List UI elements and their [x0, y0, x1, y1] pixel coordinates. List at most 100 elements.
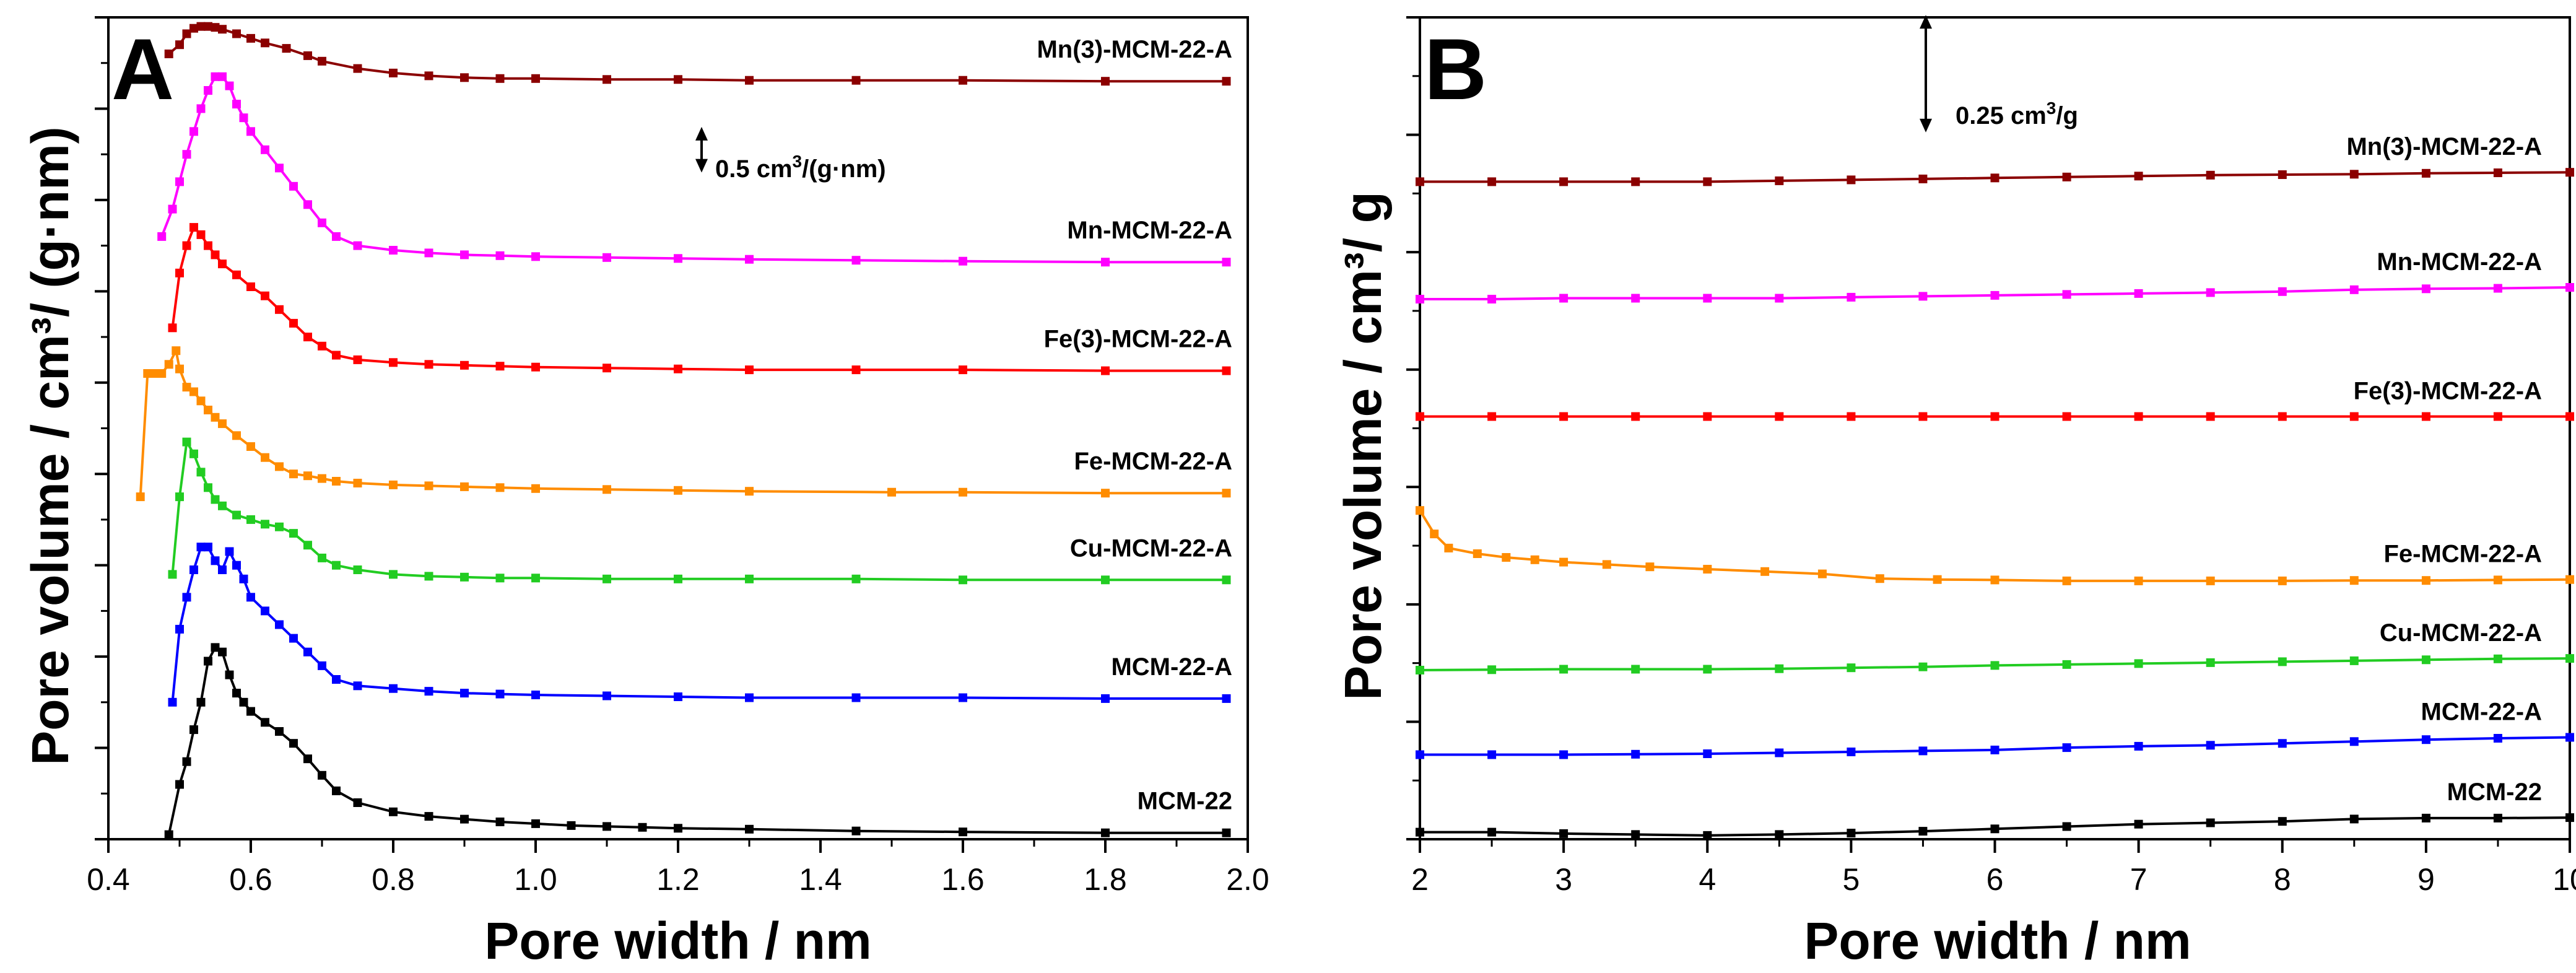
panel-b-y-axis-title: Pore volume / cm³/ g [1334, 191, 1392, 700]
panel-a-data-point [246, 282, 255, 291]
panel-a-data-point [531, 484, 540, 493]
panel-a-data-point [175, 177, 184, 186]
panel-b-data-point [2206, 658, 2215, 667]
panel-a-data-point [318, 770, 326, 780]
panel-a-data-point [851, 826, 861, 836]
panel-b-data-point [1703, 665, 1712, 674]
panel-a-data-point [603, 822, 611, 831]
panel-a-data-point [495, 574, 505, 583]
panel-b-data-point [2565, 733, 2574, 742]
panel-a-data-point [531, 74, 540, 83]
panel-a-data-point [303, 647, 312, 657]
panel-b-data-point [2206, 170, 2215, 180]
panel-a-data-point [204, 543, 212, 552]
panel-a-data-point [175, 780, 184, 789]
panel-b-data-point [1703, 565, 1712, 574]
panel-a-data-point [303, 541, 312, 550]
panel-a-data-point [196, 22, 206, 31]
panel-b-data-point [1631, 412, 1640, 421]
panel-b-data-point [1775, 664, 1784, 673]
panel-a-data-point [168, 323, 177, 333]
panel-a-data-point [172, 346, 181, 356]
panel-a-x-tick-label: 1.2 [656, 862, 700, 897]
panel-a-data-point [389, 807, 398, 816]
panel-b-data-point [2206, 576, 2215, 585]
panel-b-data-point [2134, 412, 2143, 421]
panel-a-data-point [1222, 828, 1231, 837]
panel-b-series-label: Fe-MCM-22-A [2383, 541, 2542, 568]
panel-a-data-point [674, 692, 682, 701]
panel-b-data-point [2278, 739, 2287, 748]
panel-b-data-point [2493, 168, 2502, 177]
panel-b-data-point [1775, 748, 1784, 757]
panel-a-data-point [745, 824, 754, 834]
panel-a-data-point [182, 241, 191, 250]
panel-b-data-point [1918, 412, 1928, 421]
panel-a-data-point [353, 241, 362, 250]
panel-a-data-point [239, 697, 248, 707]
panel-a-data-point [745, 574, 754, 583]
panel-a-data-point [189, 127, 198, 136]
panel-a-data-point [851, 256, 861, 265]
panel-b-data-point [1416, 412, 1424, 421]
panel-a-data-point [603, 364, 611, 373]
panel-a-data-point [275, 462, 284, 471]
panel-b-data-point [1847, 663, 1856, 673]
panel-b-data-point [2421, 412, 2430, 421]
panel-b-data-point [2565, 654, 2574, 663]
panel-b-data-point [2062, 172, 2071, 181]
panel-a-data-point [389, 480, 398, 489]
panel-b-data-point [2062, 290, 2071, 299]
panel-a-data-point [495, 362, 505, 371]
panel-b-data-point [2062, 412, 2071, 421]
panel-b-scale-arrow-down [1920, 118, 1932, 133]
panel-b-data-point [1875, 574, 1884, 583]
panel-a-data-point [175, 624, 184, 634]
panel-b-data-point [1990, 824, 1999, 834]
panel-b-data-point [1703, 177, 1712, 186]
panel-a-data-point [424, 360, 433, 369]
panel-a-data-point [218, 501, 227, 510]
panel-a-series-label: Mn(3)-MCM-22-A [1037, 36, 1232, 63]
panel-b-data-point [2206, 741, 2215, 750]
panel-a-data-point [196, 468, 206, 477]
panel-b-data-point [1559, 412, 1569, 421]
panel-b-data-point [2134, 172, 2143, 181]
panel-a-series-label: Cu-MCM-22-A [1070, 534, 1232, 562]
panel-a-data-point [218, 260, 227, 269]
panel-a-data-point [674, 364, 682, 373]
panel-b-data-point [2062, 576, 2071, 585]
panel-a-data-point [603, 691, 611, 700]
panel-a-data-point [332, 477, 341, 486]
panel-b-data-point [1918, 827, 1928, 836]
panel-a-data-point [424, 248, 433, 258]
panel-a-data-point [1101, 258, 1110, 267]
panel-b-data-point [2421, 284, 2430, 294]
panel-a-letter: A [111, 20, 174, 118]
panel-a-data-point [1101, 489, 1110, 498]
panel-b-data-point [1416, 506, 1424, 515]
panel-a-data-point [674, 75, 682, 84]
panel-a-data-point [189, 449, 198, 458]
panel-a-data-point [143, 369, 152, 378]
panel-a-data-point [332, 351, 341, 360]
panel-a-data-point [275, 620, 284, 629]
panel-a-data-point [204, 22, 212, 31]
panel-b-data-point [1559, 557, 1569, 567]
panel-a-data-point [261, 718, 269, 727]
panel-a-data-point [389, 570, 398, 579]
panel-a-data-point [196, 396, 206, 406]
panel-a-data-point [182, 29, 191, 38]
panel-b-data-point [2421, 813, 2430, 822]
panel-a-data-point [1101, 575, 1110, 585]
panel-a-data-point [389, 358, 398, 367]
panel-a-data-point [261, 453, 269, 462]
panel-a-data-point [182, 757, 191, 766]
panel-b-data-point [2421, 655, 2430, 665]
panel-b-data-point [2493, 575, 2502, 585]
panel-b-data-point [1631, 177, 1640, 186]
panel-b-data-point [2493, 412, 2502, 421]
panel-a-data-point [218, 565, 227, 574]
panel-a-data-point [674, 254, 682, 263]
panel-a-data-point [204, 241, 212, 250]
